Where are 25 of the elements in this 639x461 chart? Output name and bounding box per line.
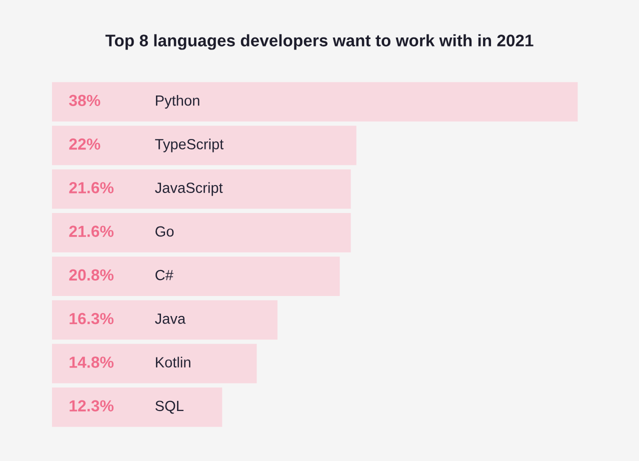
data-label: 22% (69, 138, 100, 150)
y-tick-label: JavaScript (155, 182, 223, 196)
y-tick-label: Python (156, 95, 200, 109)
data-label: 38% (69, 94, 100, 106)
bar (52, 388, 222, 427)
data-label: 21.6% (69, 226, 114, 237)
bar (52, 213, 351, 252)
bar (52, 256, 340, 296)
y-tick-label: C# (156, 270, 174, 280)
y-tick-label: SQL (155, 400, 184, 414)
bar (52, 126, 356, 166)
data-label: 20.8% (69, 269, 114, 281)
data-label: 21.6% (69, 182, 114, 194)
bar (52, 82, 578, 122)
y-tick-label: Kotlin (156, 356, 190, 368)
bar (52, 169, 351, 209)
y-tick-label: TypeScript (155, 138, 224, 152)
chart-title: Top 8 languages developers want to work with in 2021 (105, 34, 534, 50)
bar (52, 300, 278, 340)
data-label: 12.3% (70, 400, 114, 412)
y-tick-label: Go (156, 226, 174, 237)
data-label: 14.8% (70, 356, 114, 368)
y-tick-label: Java (155, 314, 186, 324)
bar (52, 344, 257, 384)
data-label: 16.3% (70, 312, 114, 324)
